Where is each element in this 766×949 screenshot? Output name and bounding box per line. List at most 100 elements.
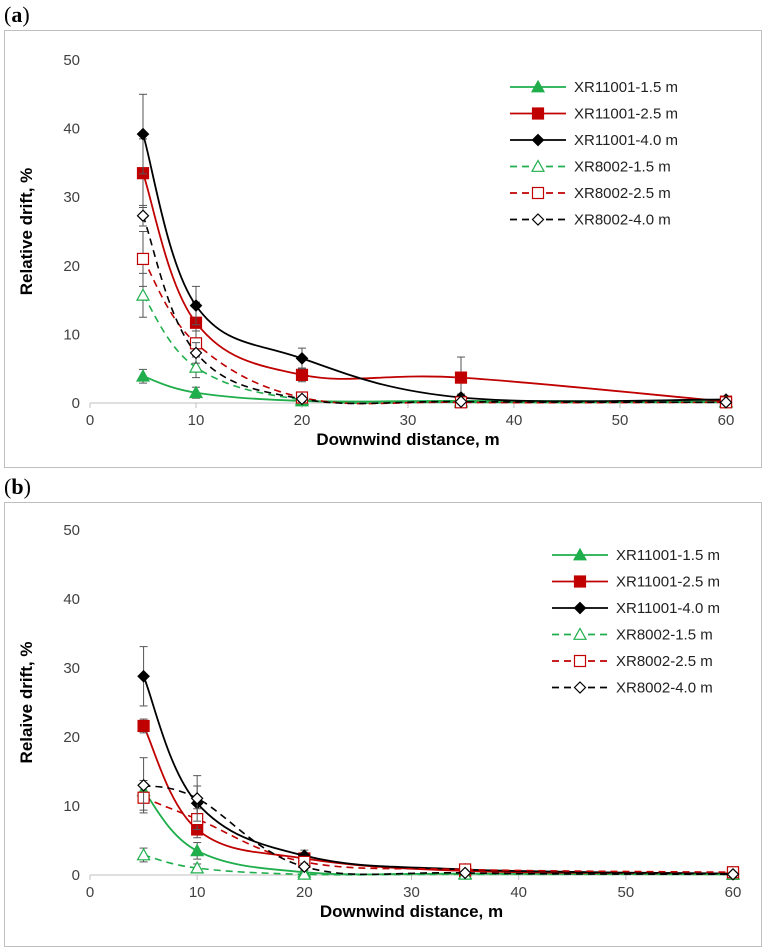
legend-marker — [530, 79, 546, 93]
legend-label: XR11001-1.5 m — [616, 547, 720, 564]
legend-marker — [572, 627, 588, 640]
series-6 — [137, 757, 740, 881]
legend-label: XR8002-4.0 m — [616, 680, 713, 697]
y-tick-label: 30 — [63, 660, 80, 677]
x-tick-label: 60 — [718, 412, 735, 429]
x-tick-label: 60 — [725, 884, 742, 901]
series-line — [142, 675, 734, 875]
data-point — [137, 669, 150, 683]
data-point — [297, 860, 311, 874]
data-point — [454, 395, 468, 408]
data-point — [190, 843, 205, 857]
series-2 — [137, 718, 740, 880]
legend-label: XR11001-2.5 m — [574, 106, 678, 123]
series-line — [142, 215, 727, 405]
legend-label: XR11001-2.5 m — [616, 574, 720, 591]
legend-item: XR8002-1.5 m — [510, 159, 671, 176]
x-tick-label: 0 — [86, 884, 94, 901]
x-axis-title: Downwind distance, m — [316, 430, 499, 449]
series-line — [142, 258, 727, 405]
legend: XR11001-1.5 m XR11001-2.5 m XR11001-4.0 m X… — [510, 79, 678, 229]
legend-item: XR11001-1.5 m — [510, 79, 678, 96]
series-line — [143, 796, 734, 874]
series-5 — [137, 784, 740, 879]
y-tick-label: 10 — [63, 798, 80, 815]
data-point — [135, 369, 151, 382]
data-point — [726, 867, 740, 881]
legend: XR11001-1.5 m XR11001-2.5 m XR11001-4.0 m X… — [552, 547, 720, 697]
legend-marker — [531, 186, 545, 200]
series-5 — [136, 231, 733, 409]
series-line — [143, 854, 733, 876]
y-axis-title: Relaive drift, % — [17, 642, 36, 764]
series-3 — [136, 93, 733, 406]
data-point — [137, 719, 150, 733]
chart-frame-a — [4, 30, 762, 468]
data-point — [458, 866, 472, 880]
x-tick-label: 40 — [510, 884, 527, 901]
y-tick-label: 20 — [63, 258, 80, 275]
data-point — [190, 792, 204, 805]
data-point — [719, 395, 733, 409]
x-tick-label: 0 — [86, 412, 94, 429]
y-tick-label: 50 — [63, 52, 80, 69]
axes: 0 10 20 30 40 50 60 0 10 20 30 40 50 Downwind distanc… — [17, 52, 734, 449]
data-point — [137, 778, 150, 792]
legend-marker — [573, 681, 587, 694]
x-tick-label: 40 — [506, 412, 523, 429]
chart-panel-a: (a) 0 10 20 30 40 50 60 0 10 20 30 40 50 Downwind dis… — [0, 0, 766, 472]
series-line — [142, 294, 727, 404]
series-line — [142, 133, 727, 403]
panel-label-a: (a) — [4, 2, 30, 27]
data-point — [188, 385, 204, 399]
data-point — [189, 299, 203, 312]
legend-label: XR8002-4.0 m — [574, 212, 671, 229]
chart-svg-b: 0 10 20 30 40 50 60 0 10 20 30 40 50 Downwind distanc… — [17, 522, 742, 921]
x-tick-label: 30 — [403, 884, 420, 901]
y-tick-label: 30 — [63, 189, 80, 206]
y-tick-label: 40 — [63, 591, 80, 608]
legend-marker — [572, 547, 588, 561]
series-line — [142, 725, 734, 875]
series-line — [143, 784, 734, 876]
x-tick-label: 10 — [189, 884, 206, 901]
data-point — [190, 860, 205, 874]
series-6 — [136, 204, 733, 409]
legend-label: XR11001-4.0 m — [574, 132, 678, 149]
legend-item: XR8002-2.5 m — [510, 185, 671, 202]
legend-label: XR8002-2.5 m — [616, 653, 713, 670]
data-point — [136, 847, 151, 861]
y-tick-label: 0 — [72, 395, 80, 412]
data-point — [454, 371, 468, 384]
chart-svg-a: 0 10 20 30 40 50 60 0 10 20 30 40 50 Downwind distanc… — [17, 52, 734, 449]
data-point — [135, 288, 151, 301]
data-point — [295, 368, 309, 381]
legend-item: XR11001-1.5 m — [552, 547, 720, 564]
legend-marker — [530, 159, 546, 172]
chart-panel-b: (b) 0 10 20 30 40 50 60 0 10 20 30 40 50 Downwind dis… — [0, 472, 766, 949]
legend-label: XR8002-2.5 m — [574, 185, 671, 202]
legend-marker — [531, 213, 545, 226]
data-point — [189, 346, 203, 360]
legend-item: XR11001-4.0 m — [552, 600, 720, 617]
data-point — [136, 127, 150, 141]
data-point — [136, 209, 150, 223]
x-tick-label: 10 — [188, 412, 205, 429]
legend-item: XR11001-4.0 m — [510, 132, 678, 149]
y-tick-label: 40 — [63, 121, 80, 138]
x-tick-label: 50 — [612, 412, 629, 429]
x-axis-title: Downwind distance, m — [320, 902, 503, 921]
data-point — [188, 360, 204, 373]
y-tick-label: 20 — [63, 729, 80, 746]
legend-item: XR8002-1.5 m — [552, 627, 713, 644]
series-line — [142, 790, 734, 876]
legend-label: XR8002-1.5 m — [616, 627, 713, 644]
x-tick-label: 20 — [296, 884, 313, 901]
x-tick-label: 30 — [400, 412, 417, 429]
data-point — [295, 392, 309, 406]
chart-frame-b — [4, 502, 762, 947]
y-tick-label: 10 — [63, 326, 80, 343]
legend-marker — [573, 601, 587, 615]
x-tick-label: 20 — [294, 412, 311, 429]
data-point — [297, 867, 312, 880]
